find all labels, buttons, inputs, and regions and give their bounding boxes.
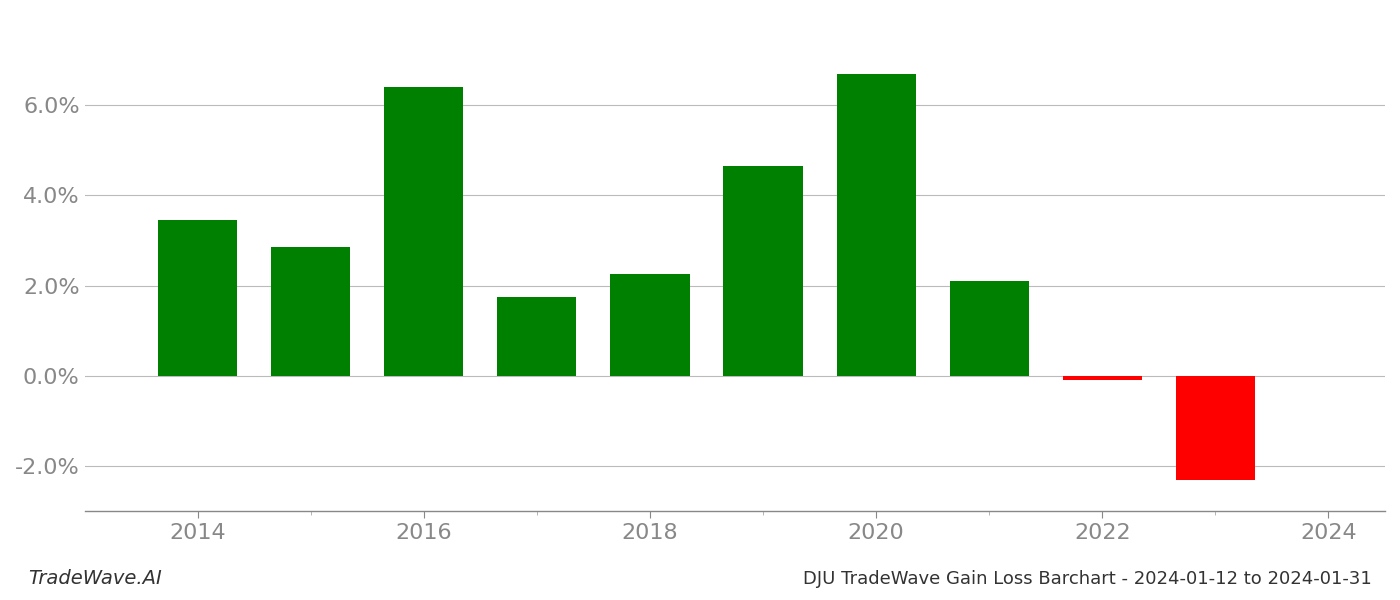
Text: DJU TradeWave Gain Loss Barchart - 2024-01-12 to 2024-01-31: DJU TradeWave Gain Loss Barchart - 2024-… <box>804 570 1372 588</box>
Bar <box>158 220 237 376</box>
Bar <box>1176 376 1254 479</box>
Bar <box>949 281 1029 376</box>
Bar <box>610 274 690 376</box>
Bar <box>384 87 463 376</box>
Bar <box>1063 376 1142 380</box>
Bar <box>837 74 916 376</box>
Bar <box>497 297 577 376</box>
Bar <box>272 247 350 376</box>
Text: TradeWave.AI: TradeWave.AI <box>28 569 162 588</box>
Bar <box>724 166 802 376</box>
